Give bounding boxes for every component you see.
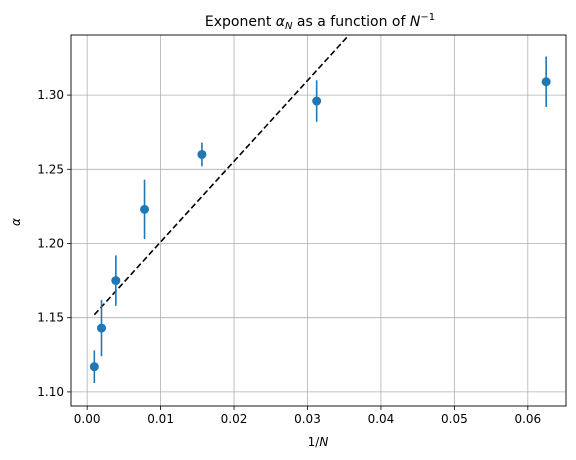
x-tick-label: 0.04 (368, 412, 395, 426)
plot-frame (70, 34, 567, 407)
data-point (140, 204, 150, 214)
y-tick-label: 1.15 (37, 311, 64, 325)
y-tick-label: 1.25 (37, 162, 64, 176)
data-point (312, 96, 322, 106)
x-tick-label: 0.01 (147, 412, 174, 426)
tick-labels: 0.00 0.01 0.02 0.03 0.04 0.05 0.06 1.10 1.15 1.20… (37, 88, 541, 426)
y-tick-label: 1.20 (37, 237, 64, 251)
x-tick-label: 0.05 (441, 412, 468, 426)
fit-line-group (93, 34, 350, 316)
fit-line (93, 34, 350, 316)
data-point (111, 276, 121, 286)
data-point (541, 77, 551, 87)
chart-title: Exponent αN as a function of N−1 (205, 12, 435, 32)
grid (71, 35, 566, 406)
data-point (197, 149, 207, 159)
x-tick-label: 0.02 (221, 412, 248, 426)
x-tick-label: 0.06 (514, 412, 541, 426)
y-tick-label: 1.30 (37, 88, 64, 102)
y-tick-label: 1.10 (37, 385, 64, 399)
x-tick-label: 0.00 (74, 412, 101, 426)
data-points (89, 56, 551, 383)
data-point (97, 323, 107, 333)
data-point (89, 362, 99, 372)
x-tick-label: 0.03 (294, 412, 321, 426)
x-axis-label: 1/N (308, 435, 329, 449)
y-axis-label: α (9, 218, 23, 226)
ticks (67, 94, 529, 410)
